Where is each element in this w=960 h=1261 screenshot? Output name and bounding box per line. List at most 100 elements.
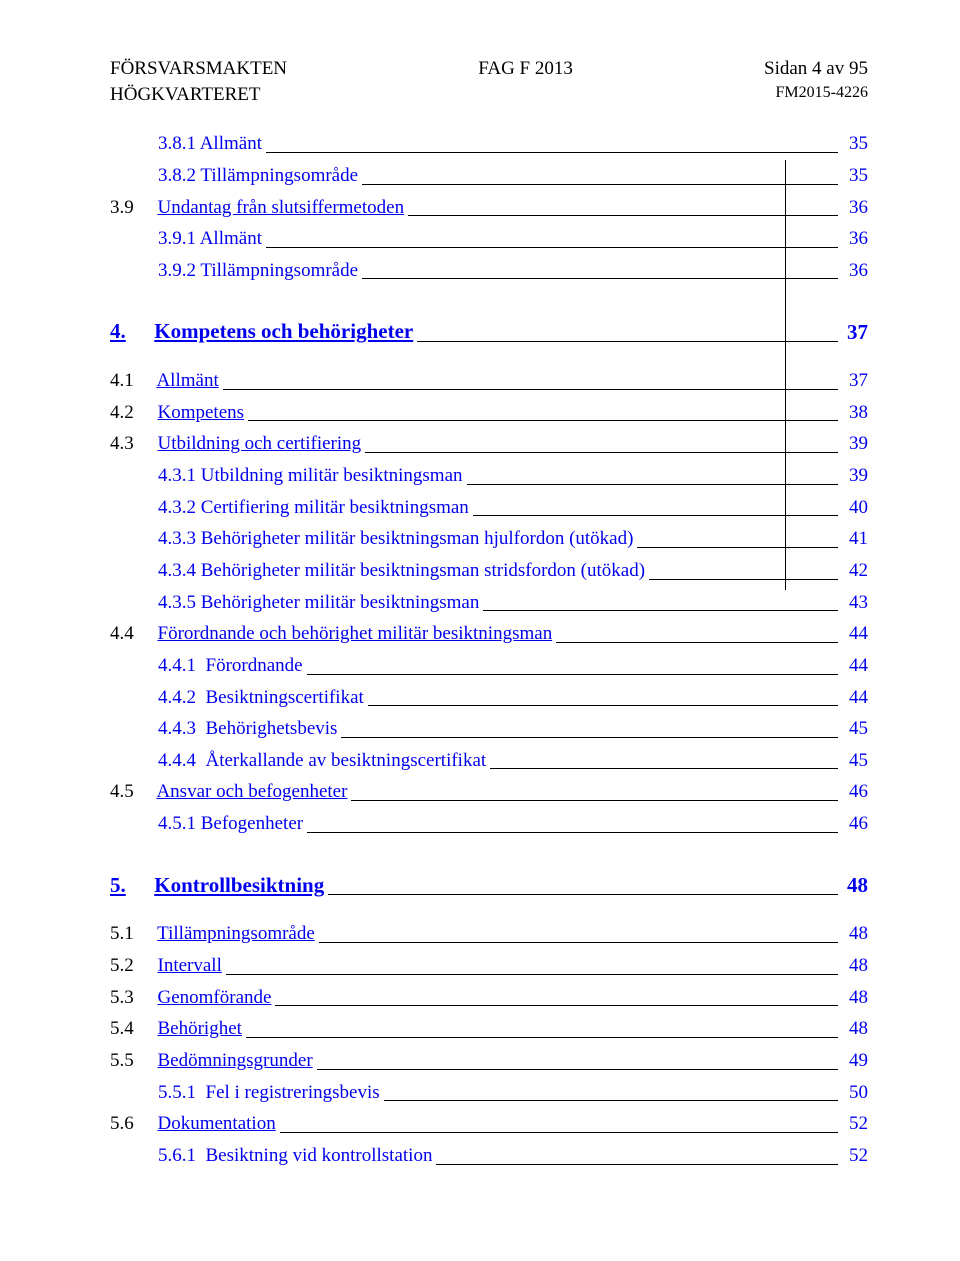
- toc-title[interactable]: Förordnande och behörighet militär besik…: [158, 623, 553, 644]
- toc-entry[interactable]: 4.4.1 Förordnande: [110, 653, 303, 679]
- toc-entry[interactable]: 3.9 Undantag från slutsiffermetoden: [110, 195, 404, 221]
- toc-title[interactable]: Allmänt: [200, 133, 262, 154]
- toc-title[interactable]: Dokumentation: [158, 1113, 276, 1134]
- toc-page[interactable]: 52: [842, 1111, 868, 1137]
- toc-title[interactable]: Fel i registreringsbevis: [206, 1082, 380, 1103]
- toc-entry[interactable]: 3.8.2 Tillämpningsområde: [110, 163, 358, 189]
- toc-entry[interactable]: 3.9.1 Allmänt: [110, 226, 262, 252]
- toc-page[interactable]: 49: [842, 1048, 868, 1074]
- toc-entry[interactable]: 5.1 Tillämpningsområde: [110, 921, 315, 947]
- toc-title[interactable]: Kompetens: [158, 402, 245, 423]
- toc-row: 4.3 Utbildning och certifiering 39: [110, 431, 868, 457]
- toc-entry[interactable]: 4.3.2 Certifiering militär besiktningsma…: [110, 495, 469, 521]
- toc-number: 4.5.1: [158, 813, 196, 834]
- toc-title[interactable]: Behörighet: [158, 1018, 242, 1039]
- toc-page[interactable]: 37: [842, 318, 868, 346]
- toc-title[interactable]: Tillämpningsområde: [157, 923, 315, 944]
- toc-entry[interactable]: 4.5 Ansvar och befogenheter: [110, 779, 347, 805]
- toc-entry[interactable]: 4.4.2 Besiktningscertifikat: [110, 685, 364, 711]
- toc-title[interactable]: Genomförande: [158, 987, 272, 1008]
- toc-title[interactable]: Utbildning och certifiering: [158, 433, 362, 454]
- toc-title[interactable]: Behörigheter militär besiktningsman stri…: [201, 560, 645, 581]
- toc-title[interactable]: Utbildning militär besiktningsman: [201, 465, 463, 486]
- toc-entry[interactable]: 5.6 Dokumentation: [110, 1111, 276, 1137]
- toc-title[interactable]: Undantag från slutsiffermetoden: [158, 197, 405, 218]
- toc-page[interactable]: 36: [842, 226, 868, 252]
- toc-title[interactable]: Ansvar och befogenheter: [156, 781, 347, 802]
- leader-line: [307, 832, 838, 833]
- toc-entry[interactable]: 4.5.1 Befogenheter: [110, 811, 303, 837]
- toc-entry[interactable]: 4.4.4 Återkallande av besiktningscertifi…: [110, 748, 486, 774]
- toc-entry[interactable]: 5.2 Intervall: [110, 953, 222, 979]
- toc-title[interactable]: Bedömningsgrunder: [158, 1050, 313, 1071]
- toc-number: 4.3.4: [158, 560, 196, 581]
- toc-title[interactable]: Tillämpningsområde: [200, 260, 358, 281]
- toc-entry[interactable]: 4.3.1 Utbildning militär besiktningsman: [110, 463, 463, 489]
- toc-entry[interactable]: 5.5.1 Fel i registreringsbevis: [110, 1080, 380, 1106]
- toc-entry[interactable]: 5.6.1 Besiktning vid kontrollstation: [110, 1143, 432, 1169]
- toc-page[interactable]: 48: [842, 985, 868, 1011]
- toc-entry[interactable]: 3.9.2 Tillämpningsområde: [110, 258, 358, 284]
- toc-number: 4.3.3: [158, 528, 196, 549]
- toc-title[interactable]: Besiktningscertifikat: [206, 687, 364, 708]
- leader-line: [467, 484, 838, 485]
- toc-page[interactable]: 48: [842, 1016, 868, 1042]
- toc-title[interactable]: Kontrollbesiktning: [154, 873, 324, 897]
- toc-title[interactable]: Behörighetsbevis: [206, 718, 338, 739]
- toc-title[interactable]: Besiktning vid kontrollstation: [206, 1145, 433, 1166]
- toc-page[interactable]: 35: [842, 131, 868, 157]
- toc-page[interactable]: 43: [842, 590, 868, 616]
- toc-page[interactable]: 38: [842, 400, 868, 426]
- toc-entry[interactable]: 5. Kontrollbesiktning: [110, 871, 324, 900]
- toc-entry[interactable]: 4.2 Kompetens: [110, 400, 244, 426]
- toc-page[interactable]: 44: [842, 685, 868, 711]
- toc-page[interactable]: 48: [842, 871, 868, 899]
- toc-page[interactable]: 44: [842, 621, 868, 647]
- toc-title[interactable]: Återkallande av besiktningscertifikat: [206, 750, 487, 771]
- toc-page[interactable]: 46: [842, 811, 868, 837]
- toc-entry[interactable]: 4.3.4 Behörigheter militär besiktningsma…: [110, 558, 645, 584]
- toc-entry[interactable]: 5.4 Behörighet: [110, 1016, 242, 1042]
- toc-row: 4.4 Förordnande och behörighet militär b…: [110, 621, 868, 647]
- toc-entry[interactable]: 3.8.1 Allmänt: [110, 131, 262, 157]
- spacer: [110, 905, 868, 915]
- toc-page[interactable]: 50: [842, 1080, 868, 1106]
- toc-title[interactable]: Behörigheter militär besiktningsman: [201, 592, 480, 613]
- toc-page[interactable]: 36: [842, 258, 868, 284]
- toc-entry[interactable]: 4.4.3 Behörighetsbevis: [110, 716, 337, 742]
- toc-page[interactable]: 39: [842, 431, 868, 457]
- toc-entry[interactable]: 5.3 Genomförande: [110, 985, 271, 1011]
- toc-title[interactable]: Allmänt: [156, 370, 218, 391]
- toc-page[interactable]: 44: [842, 653, 868, 679]
- toc-page[interactable]: 35: [842, 163, 868, 189]
- toc-page[interactable]: 46: [842, 779, 868, 805]
- toc-title[interactable]: Förordnande: [206, 655, 303, 676]
- toc-number: 4.5: [110, 781, 134, 802]
- toc-entry[interactable]: 4.3.5 Behörigheter militär besiktningsma…: [110, 590, 479, 616]
- toc-title[interactable]: Certifiering militär besiktningsman: [201, 497, 469, 518]
- toc-entry[interactable]: 4.3 Utbildning och certifiering: [110, 431, 361, 457]
- toc-entry[interactable]: 4. Kompetens och behörigheter: [110, 317, 413, 346]
- toc-page[interactable]: 41: [842, 526, 868, 552]
- toc-entry[interactable]: 4.3.3 Behörigheter militär besiktningsma…: [110, 526, 633, 552]
- toc-entry[interactable]: 4.1 Allmänt: [110, 368, 219, 394]
- toc-title[interactable]: Tillämpningsområde: [200, 165, 358, 186]
- toc-title[interactable]: Allmänt: [200, 228, 262, 249]
- toc-page[interactable]: 39: [842, 463, 868, 489]
- toc-page[interactable]: 52: [842, 1143, 868, 1169]
- toc-page[interactable]: 45: [842, 716, 868, 742]
- toc-title[interactable]: Intervall: [158, 955, 222, 976]
- toc-title[interactable]: Kompetens och behörigheter: [154, 319, 413, 343]
- toc-page[interactable]: 48: [842, 953, 868, 979]
- toc-page[interactable]: 42: [842, 558, 868, 584]
- toc-entry[interactable]: 5.5 Bedömningsgrunder: [110, 1048, 313, 1074]
- toc-page[interactable]: 37: [842, 368, 868, 394]
- toc-page[interactable]: 36: [842, 195, 868, 221]
- toc-title[interactable]: Behörigheter militär besiktningsman hjul…: [201, 528, 634, 549]
- leader-line: [317, 1069, 838, 1070]
- toc-entry[interactable]: 4.4 Förordnande och behörighet militär b…: [110, 621, 552, 647]
- toc-page[interactable]: 40: [842, 495, 868, 521]
- toc-title[interactable]: Befogenheter: [201, 813, 303, 834]
- toc-page[interactable]: 45: [842, 748, 868, 774]
- toc-page[interactable]: 48: [842, 921, 868, 947]
